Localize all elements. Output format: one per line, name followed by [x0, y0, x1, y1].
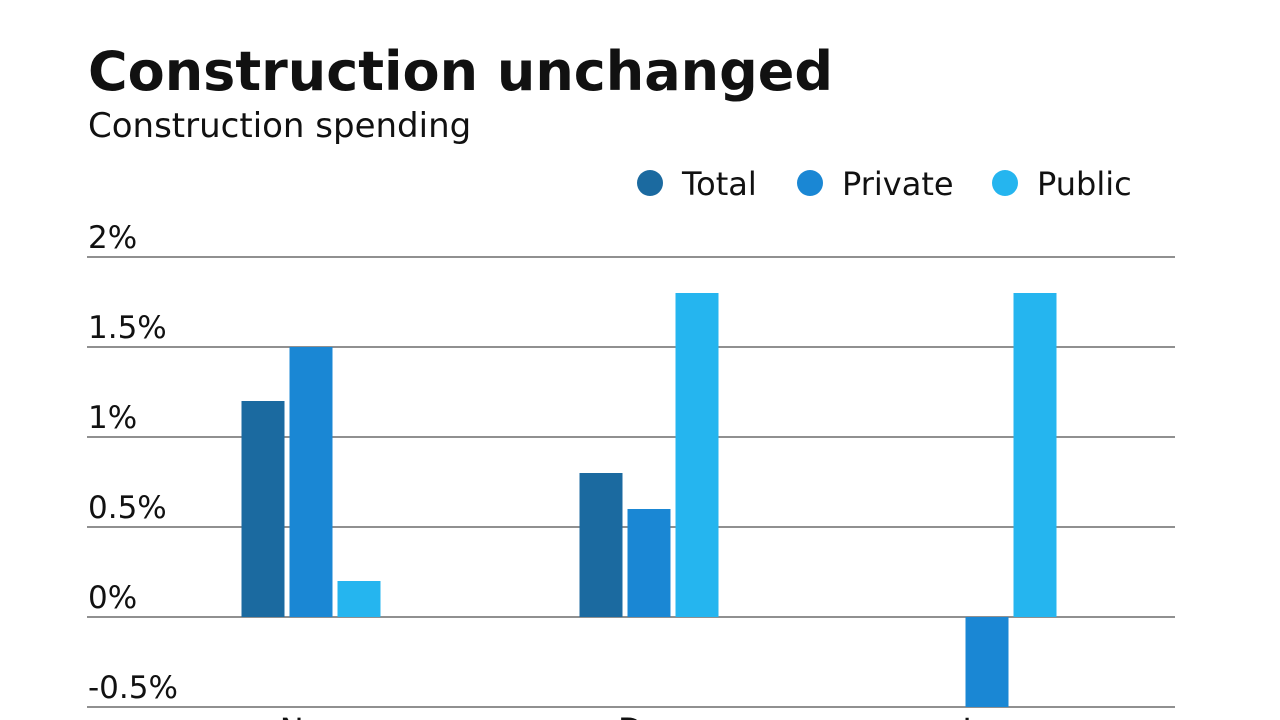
y-tick-label: 0.5% [88, 490, 167, 526]
bar [337, 581, 381, 617]
bar [627, 509, 671, 617]
bar [579, 473, 623, 617]
bar [675, 293, 719, 617]
x-tick-label: Dec [618, 711, 680, 720]
legend-label: Public [1037, 165, 1132, 203]
bar [289, 347, 333, 617]
chart-title: Construction unchanged [88, 40, 833, 103]
y-tick-label: 0% [88, 580, 137, 616]
x-tick-label: Jan [960, 711, 1011, 720]
y-tick-label: 1% [88, 400, 137, 436]
y-tick-label: 2% [88, 220, 137, 256]
bar [241, 401, 285, 617]
legend-swatch [992, 170, 1018, 196]
legend-label: Total [681, 165, 757, 203]
legend-swatch [637, 170, 663, 196]
legend-swatch [797, 170, 823, 196]
legend-label: Private [842, 165, 954, 203]
y-tick-label: 1.5% [88, 310, 167, 346]
bar [1013, 293, 1057, 617]
bar [965, 617, 1009, 707]
chart-subtitle: Construction spending [88, 106, 471, 146]
y-tick-label: -0.5% [88, 670, 178, 706]
x-tick-label: Nov [280, 711, 342, 720]
